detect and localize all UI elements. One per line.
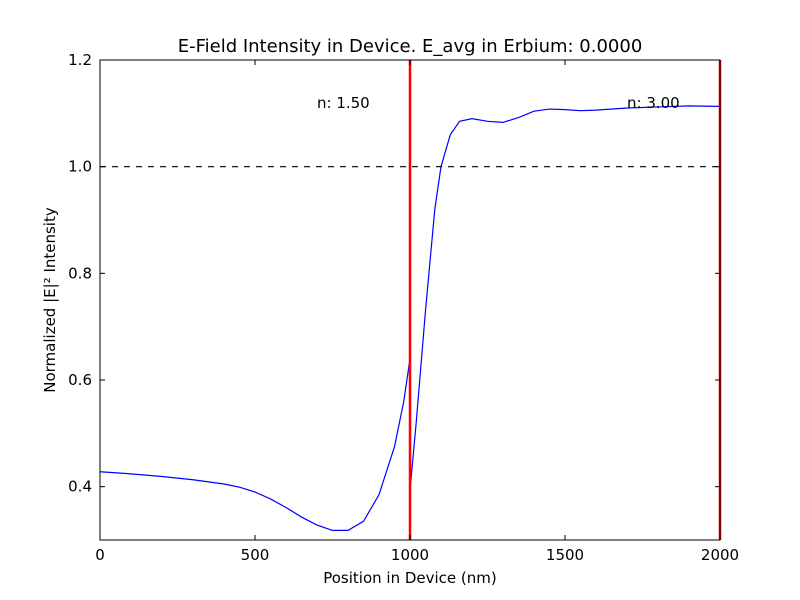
series-line-0 (99, 105, 721, 532)
y-tick-label: 1.0 (68, 158, 92, 176)
y-tick-label: 0.6 (68, 371, 92, 389)
annotation-0: n: 1.50 (317, 94, 370, 112)
y-axis-label: Normalized |E|² Intensity (41, 207, 59, 393)
x-tick-label: 2000 (701, 546, 739, 564)
y-tick-label: 0.8 (68, 264, 92, 282)
y-tick-label: 1.2 (68, 51, 92, 69)
annotation-1: n: 3.00 (627, 94, 680, 112)
x-tick-label: 0 (95, 546, 105, 564)
y-tick-label: 0.4 (68, 478, 92, 496)
x-axis-label: Position in Device (nm) (323, 569, 497, 587)
x-tick-label: 1000 (391, 546, 429, 564)
chart-title: E-Field Intensity in Device. E_avg in Er… (178, 36, 643, 57)
plot-area: 0 500 1000 1500 2000 0.4 0.6 0.8 1.0 1.2 n: 1.50 n:… (68, 51, 739, 564)
x-tick-label: 500 (241, 546, 270, 564)
x-tick-label: 1500 (546, 546, 584, 564)
